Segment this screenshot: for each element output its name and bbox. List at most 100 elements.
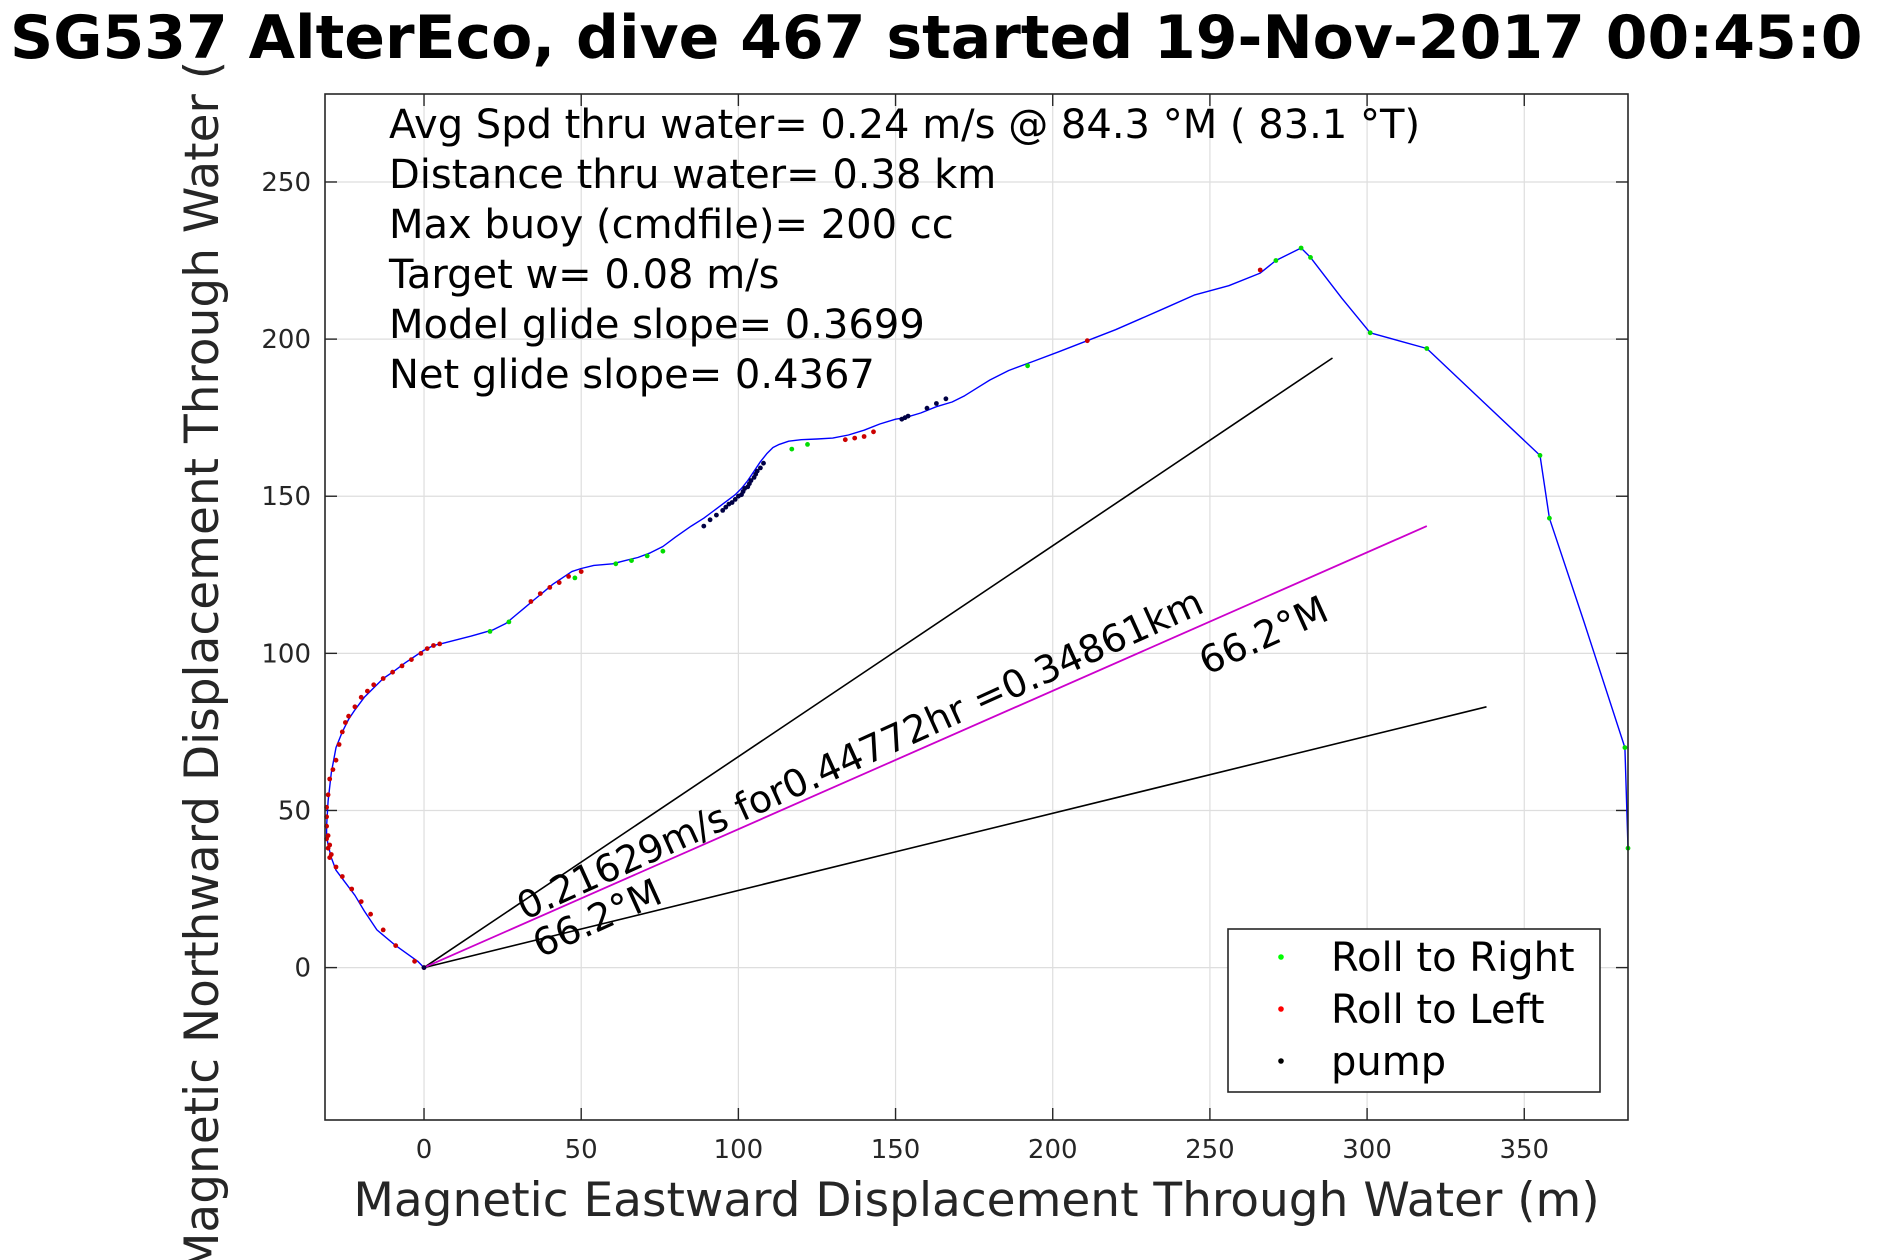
info-block: Avg Spd thru water= 0.24 m/s @ 84.3 °M (… bbox=[388, 102, 1420, 398]
pump-point bbox=[720, 508, 726, 513]
roll-left-point bbox=[325, 792, 331, 798]
roll-left-point bbox=[339, 729, 345, 735]
roll-right-point bbox=[1298, 245, 1304, 251]
roll-left-point bbox=[327, 855, 333, 860]
chart-title: SG537 AlterEco, dive 467 started 19-Nov-… bbox=[10, 3, 1863, 73]
roll-left-point bbox=[1084, 338, 1090, 344]
legend-marker bbox=[1278, 1058, 1284, 1064]
roll-left-point bbox=[325, 845, 331, 851]
roll-left-point bbox=[566, 574, 571, 579]
roll-right-point bbox=[572, 575, 578, 581]
roll-left-point bbox=[424, 646, 430, 651]
cone-upper-line bbox=[423, 357, 1333, 969]
x-tick-label: 100 bbox=[714, 1135, 764, 1165]
roll-right-point bbox=[506, 619, 512, 625]
roll-left-point bbox=[861, 434, 867, 439]
roll-left-point bbox=[336, 742, 342, 747]
roll-left-point bbox=[418, 651, 424, 656]
pump-point bbox=[723, 504, 729, 510]
info-line: Net glide slope= 0.4367 bbox=[389, 352, 875, 398]
roll-left-point bbox=[365, 688, 370, 694]
legend-marker bbox=[1278, 954, 1284, 960]
roll-left-point bbox=[330, 767, 336, 772]
pump-point bbox=[707, 517, 713, 523]
x-tick-label: 350 bbox=[1499, 1135, 1549, 1165]
roll-left-point bbox=[528, 599, 534, 604]
pump-point bbox=[421, 965, 427, 970]
heading-annotation: 66.2°M bbox=[1192, 587, 1334, 683]
roll-left-point bbox=[578, 569, 584, 574]
roll-left-point bbox=[368, 911, 373, 917]
grid bbox=[325, 94, 1628, 1120]
roll-left-point bbox=[537, 591, 543, 596]
info-line: Distance thru water= 0.38 km bbox=[389, 152, 996, 198]
roll-right-point bbox=[1537, 453, 1543, 458]
roll-left-point bbox=[871, 429, 876, 435]
info-line: Avg Spd thru water= 0.24 m/s @ 84.3 °M (… bbox=[389, 102, 1420, 148]
roll-left-point bbox=[390, 669, 395, 675]
roll-left-point bbox=[358, 899, 364, 904]
roll-left-point bbox=[380, 676, 386, 681]
y-tick-label: 250 bbox=[261, 168, 311, 198]
info-line: Model glide slope= 0.3699 bbox=[389, 302, 925, 348]
roll-left-point bbox=[1257, 267, 1263, 273]
legend-label: Roll to Left bbox=[1331, 987, 1545, 1033]
x-tick-label: 150 bbox=[871, 1135, 921, 1165]
legend-box bbox=[1227, 928, 1601, 1093]
roll-right-point bbox=[629, 558, 634, 563]
plot-frame bbox=[324, 93, 1629, 1121]
roll-left-point bbox=[327, 776, 333, 782]
pump-point bbox=[729, 500, 735, 505]
roll-right-point bbox=[1273, 258, 1279, 263]
y-tick-label: 200 bbox=[261, 325, 311, 355]
legend: Roll to Right Roll to Left pump bbox=[1227, 928, 1601, 1093]
pump-point bbox=[924, 405, 930, 411]
x-tick-label: 200 bbox=[1028, 1135, 1078, 1165]
pump-point bbox=[905, 413, 911, 419]
roll-right-point bbox=[805, 442, 810, 447]
x-tick-label: 300 bbox=[1342, 1135, 1392, 1165]
roll-left-point bbox=[349, 886, 355, 892]
roll-left-point bbox=[371, 682, 377, 688]
roll-left-point bbox=[431, 643, 436, 648]
roll-left-point bbox=[842, 437, 848, 443]
roll-left-point bbox=[852, 435, 858, 441]
series-points bbox=[324, 245, 1631, 970]
y-tick-label: 0 bbox=[294, 954, 311, 984]
pump-point bbox=[943, 396, 949, 402]
pump-point bbox=[754, 468, 760, 474]
roll-left-point bbox=[399, 663, 405, 669]
roll-left-point bbox=[380, 927, 386, 933]
tick-labels: 0 50 100 150 200 250 300 350 0 50 100 150 200 250 bbox=[261, 168, 1549, 1165]
pump-point bbox=[758, 465, 763, 471]
legend-marker bbox=[1278, 1006, 1284, 1012]
axis-ticks bbox=[325, 94, 1628, 1120]
y-tick-label: 50 bbox=[278, 796, 311, 826]
roll-right-point bbox=[1025, 363, 1030, 369]
roll-right-point bbox=[613, 561, 619, 567]
x-tick-label: 50 bbox=[565, 1135, 598, 1165]
roll-left-point bbox=[556, 580, 562, 585]
roll-right-point bbox=[644, 553, 650, 559]
pump-point bbox=[701, 523, 707, 529]
roll-right-point bbox=[1367, 330, 1373, 336]
roll-left-point bbox=[437, 641, 443, 647]
roll-left-point bbox=[393, 943, 399, 948]
pump-point bbox=[934, 401, 939, 406]
roll-right-point bbox=[1308, 255, 1313, 260]
x-tick-label: 250 bbox=[1185, 1135, 1235, 1165]
roll-left-point bbox=[333, 757, 339, 763]
roll-right-point bbox=[1547, 515, 1552, 521]
roll-left-point bbox=[358, 694, 364, 700]
roll-right-point bbox=[1424, 346, 1430, 351]
roll-right-point bbox=[660, 548, 666, 554]
y-tick-label: 150 bbox=[261, 482, 311, 512]
legend-label: pump bbox=[1331, 1039, 1446, 1085]
legend-label: Roll to Right bbox=[1331, 935, 1575, 981]
cone-lower-line bbox=[423, 706, 1487, 969]
info-line: Max buoy (cmdfile)= 200 cc bbox=[389, 202, 954, 248]
pump-point bbox=[732, 497, 738, 502]
pump-point bbox=[714, 512, 719, 518]
net-heading-line bbox=[423, 525, 1428, 969]
